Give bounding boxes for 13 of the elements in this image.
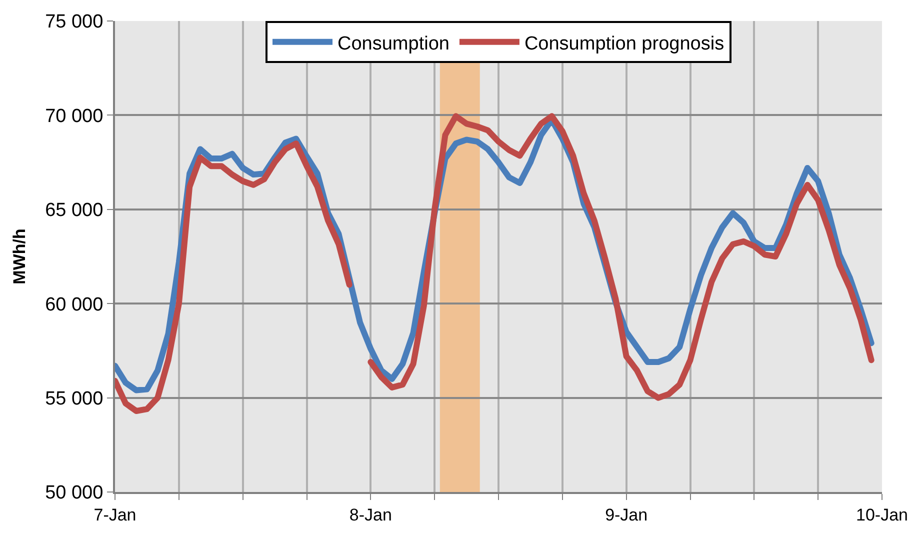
y-tick-label: 55 000 — [45, 388, 104, 410]
legend-label: Consumption prognosis — [524, 33, 724, 54]
y-tick-label: 60 000 — [45, 294, 104, 316]
y-tick-label: 75 000 — [45, 12, 104, 33]
x-tick-label: 7-Jan — [94, 505, 136, 524]
y-tick-label: 65 000 — [45, 200, 104, 222]
y-tick-label: 70 000 — [45, 106, 104, 127]
y-axis-title: MWh/h — [10, 228, 30, 284]
y-tick-label: 50 000 — [45, 482, 104, 504]
x-tick-label: 8-Jan — [349, 505, 392, 524]
x-tick-label: 10-Jan — [856, 505, 908, 524]
legend-label: Consumption — [338, 33, 450, 54]
x-tick-label: 9-Jan — [605, 505, 648, 524]
